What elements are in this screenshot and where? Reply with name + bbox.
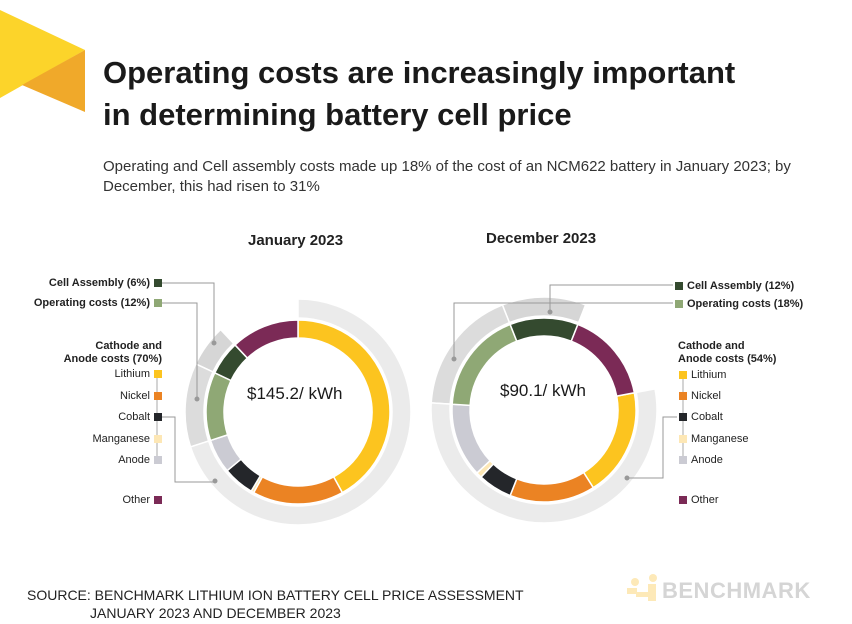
legend-cobalt-dec: Cobalt <box>679 411 723 423</box>
outer-ring-operating <box>184 362 214 448</box>
swatch-lithium <box>154 370 162 378</box>
slice-other <box>233 319 299 360</box>
legend-operating-jan: Operating costs (12%) <box>34 297 162 309</box>
swatch-operating <box>675 300 683 308</box>
outer-ring-cell <box>194 328 235 373</box>
legend-lithium-dec: Lithium <box>679 369 726 381</box>
slice-other <box>570 323 636 398</box>
title-line-2: in determining battery cell price <box>103 97 572 132</box>
swatch-anode <box>679 456 687 464</box>
subtitle: Operating and Cell assembly costs made u… <box>103 158 791 195</box>
group-label-jan: Cathode and Anode costs (70%) <box>63 340 162 365</box>
legend-manganese-dec: Manganese <box>679 433 749 445</box>
logo-mark <box>0 10 85 112</box>
legend-anode-jan: Anode <box>118 454 162 466</box>
swatch-cell-assembly <box>154 279 162 287</box>
swatch-manganese <box>154 435 162 443</box>
center-label-december: $90.1/ kWh <box>500 381 586 400</box>
benchmark-logo-text: BENCHMARK <box>662 578 811 603</box>
source-line-2: JANUARY 2023 AND DECEMBER 2023 <box>90 605 341 621</box>
legend-other-dec: Other <box>679 494 719 506</box>
legend-lithium-jan: Lithium <box>115 368 162 380</box>
legend-cobalt-jan: Cobalt <box>118 411 162 423</box>
swatch-other <box>679 496 687 504</box>
swatch-cobalt <box>679 413 687 421</box>
outer-ring-cathode <box>430 387 658 524</box>
swatch-lithium <box>679 371 687 379</box>
source-note: SOURCE: BENCHMARK LITHIUM ION BATTERY CE… <box>27 586 524 622</box>
legend-operating-dec: Operating costs (18%) <box>675 298 803 310</box>
source-line-1: SOURCE: BENCHMARK LITHIUM ION BATTERY CE… <box>27 587 524 603</box>
swatch-manganese <box>679 435 687 443</box>
slice-operating-costs <box>205 371 233 442</box>
group-label-dec: Cathode and Anode costs (54%) <box>678 340 777 365</box>
page-title: Operating costs are increasingly importa… <box>103 52 735 136</box>
swatch-operating <box>154 299 162 307</box>
swatch-nickel <box>154 392 162 400</box>
swatch-nickel <box>679 392 687 400</box>
outer-ring-operating <box>430 303 511 405</box>
swatch-anode <box>154 456 162 464</box>
legend-other-jan: Other <box>122 494 162 506</box>
slice-nickel <box>252 475 344 505</box>
outer-ring-cathode <box>189 298 412 526</box>
legend-nickel-jan: Nickel <box>120 390 162 402</box>
legend-manganese-jan: Manganese <box>93 433 162 445</box>
legend-anode-dec: Anode <box>679 454 723 466</box>
legend-cell-assembly-dec: Cell Assembly (12%) <box>675 280 794 292</box>
legend-nickel-dec: Nickel <box>679 390 721 402</box>
title-line-1: Operating costs are increasingly importa… <box>103 55 736 90</box>
swatch-cell-assembly <box>675 282 683 290</box>
swatch-cobalt <box>154 413 162 421</box>
chart-title-december: December 2023 <box>486 230 597 247</box>
swatch-other <box>154 496 162 504</box>
legend-cell-assembly-jan: Cell Assembly (6%) <box>49 277 162 289</box>
center-label-january: $145.2/ kWh <box>247 384 343 403</box>
chart-title-january: January 2023 <box>248 232 344 249</box>
slice-cell-assembly <box>509 317 579 343</box>
